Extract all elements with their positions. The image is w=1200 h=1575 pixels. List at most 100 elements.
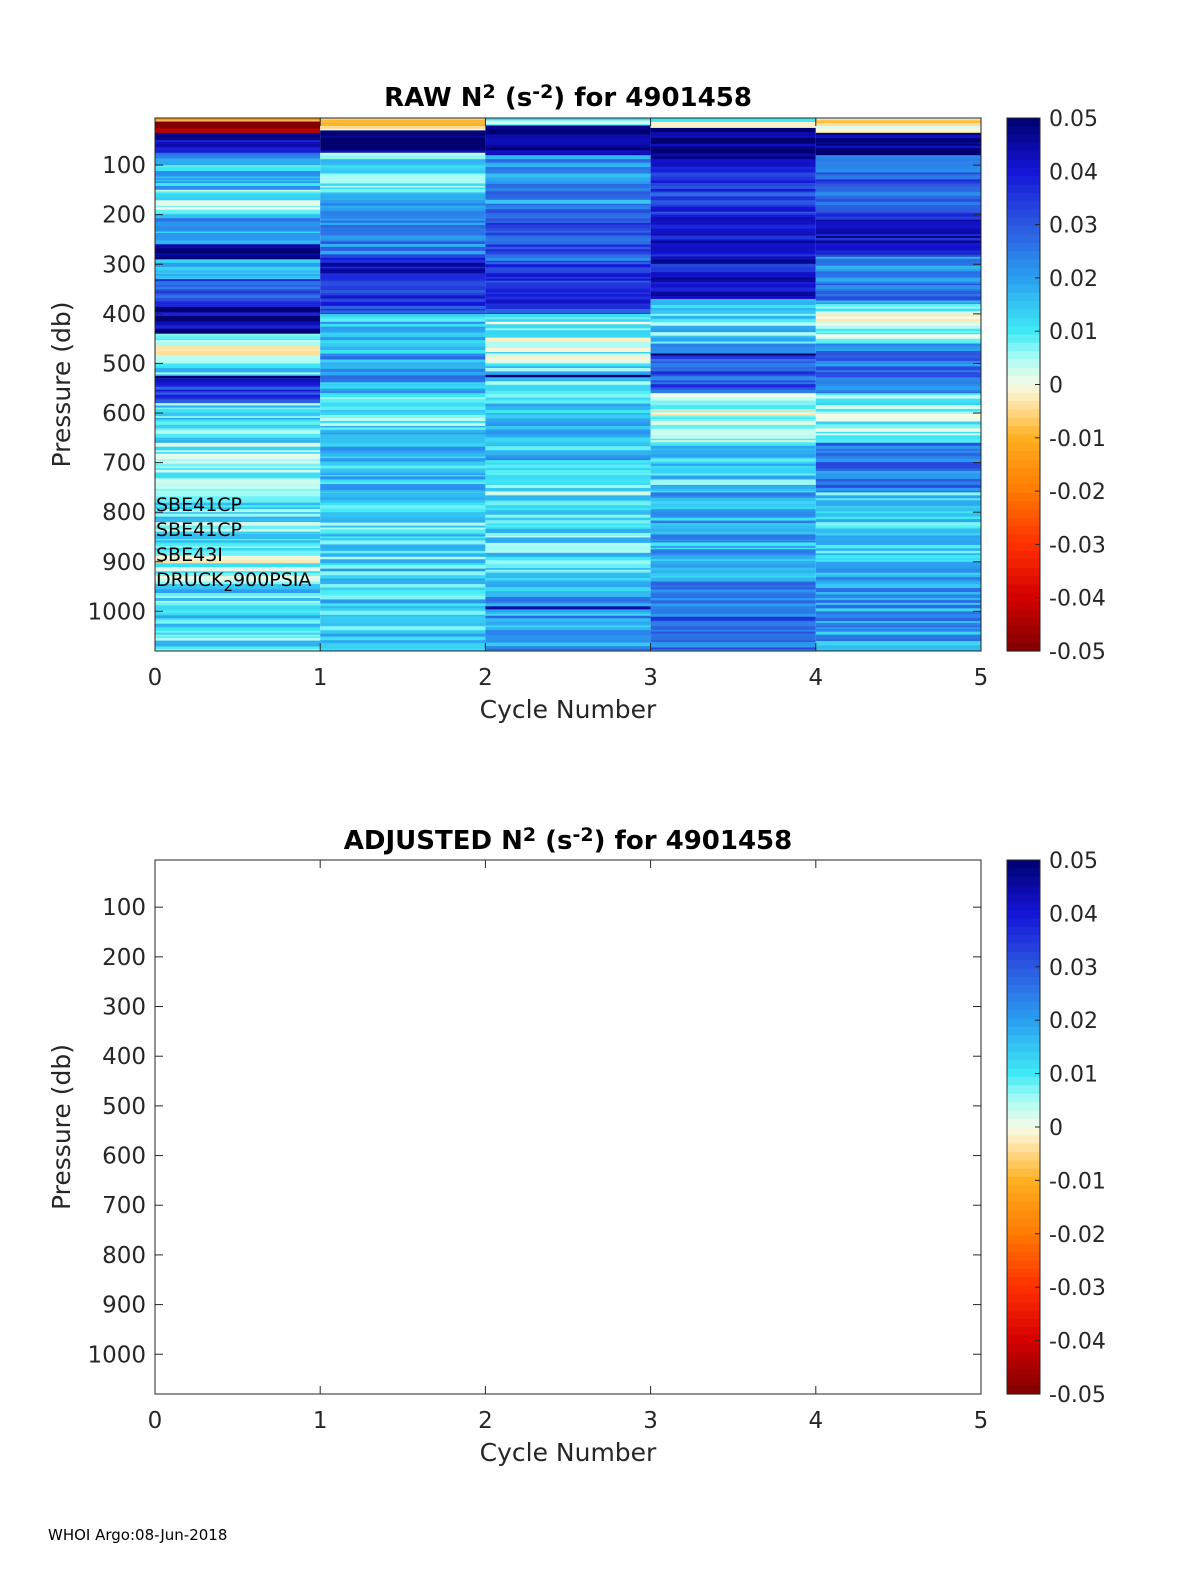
heatmap-cell-c3-b8: [650, 564, 816, 569]
heatmap-cell-c4-b9: [815, 550, 981, 554]
heatmap-cell-c4-b2: [815, 183, 981, 187]
heatmap-cell-c0-b13: [155, 374, 321, 377]
heatmap-cell-c3-b2: [650, 210, 816, 213]
heatmap-cell-c2-b4: [485, 264, 651, 268]
heatmap-cell-c3-b1: [650, 149, 816, 154]
heatmap-cell-c3-b9: [650, 597, 816, 601]
colorbar-segment: [1007, 951, 1040, 961]
heatmap-cell-c4-b6: [815, 343, 981, 346]
heatmap-cell-c4-b1: [815, 142, 981, 145]
heatmap-cell-c2-b3: [485, 218, 651, 222]
colorbar-segment: [1007, 476, 1040, 486]
heatmap-cell-c2-b2: [485, 159, 651, 164]
heatmap-cell-c0-b9: [155, 275, 321, 280]
heatmap-cell-c1-b6: [320, 326, 486, 329]
heatmap-cell-c3-b6: [650, 441, 816, 444]
colorbar-segment: [1007, 234, 1040, 244]
heatmap-cell-c1-b10: [320, 517, 486, 520]
heatmap-cell-c4-b7: [815, 439, 981, 444]
heatmap-cell-c1-b9: [320, 486, 486, 491]
heatmap-cell-c3-b6: [650, 409, 816, 411]
heatmap-cell-c1-b6: [320, 316, 486, 319]
x-axis-label: Cycle Number: [480, 1438, 657, 1467]
heatmap-cell-c0-b17: [155, 509, 321, 513]
heatmap-cell-c0-b11: [155, 321, 321, 326]
colorbar-segment: [1007, 876, 1040, 886]
colorbar-segment: [1007, 1385, 1040, 1395]
heatmap-cell-c3-b9: [650, 592, 816, 597]
y-tick-label: 300: [102, 995, 146, 1021]
heatmap-cell-c2-b6: [485, 394, 651, 399]
colorbar-segment: [1007, 918, 1040, 928]
heatmap-cell-c4-b4: [815, 271, 981, 275]
heatmap-cell-c0-b9: [155, 262, 321, 268]
heatmap-cell-c2-b9: [485, 568, 651, 571]
heatmap-cell-c0-b14: [155, 384, 321, 388]
heatmap-cell-c3-b8: [650, 553, 816, 556]
heatmap-cell-c3-b8: [650, 501, 816, 505]
heatmap-cell-c1-b9: [320, 434, 486, 438]
heatmap-cell-c1-b1: [320, 150, 486, 153]
heatmap-cell-c4-b6: [815, 354, 981, 359]
heatmap-cell-c1-b1: [320, 135, 486, 139]
heatmap-cell-c4-b6: [815, 371, 981, 374]
heatmap-cell-c3-b2: [650, 180, 816, 184]
heatmap-cell-c2-b4: [485, 280, 651, 284]
colorbar-segment: [1007, 1243, 1040, 1253]
heatmap-cell-c4-b7: [815, 398, 981, 403]
heatmap-cell-c1-b6: [320, 346, 486, 351]
heatmap-cell-c1-b10: [320, 497, 486, 501]
heatmap-cell-c4-b10: [815, 638, 981, 642]
heatmap-cell-c1-b11: [320, 630, 486, 635]
heatmap-cell-c0-b5: [155, 165, 321, 168]
heatmap-cell-c3-b3: [650, 282, 816, 285]
heatmap-cell-c4-b3: [815, 250, 981, 255]
heatmap-cell-c4-b5: [815, 332, 981, 335]
heatmap-cell-c4-b6: [815, 360, 981, 365]
heatmap-cell-c1-b10: [320, 529, 486, 534]
colorbar-segment: [1007, 576, 1040, 585]
heatmap-cell-c3-b7: [650, 458, 816, 462]
colorbar-tick-label: 0.01: [1049, 320, 1098, 345]
heatmap-cell-c2-b0: [485, 118, 651, 121]
heatmap-cell-c4-b3: [815, 214, 981, 218]
heatmap-cell-c4-b2: [815, 186, 981, 189]
heatmap-cell-c1-b9: [320, 482, 486, 485]
colorbar-tick-label: -0.02: [1049, 1223, 1106, 1248]
heatmap-cell-c4-b10: [815, 588, 981, 593]
heatmap-cell-c0-b17: [155, 522, 321, 526]
heatmap-cell-c3-b7: [650, 467, 816, 470]
heatmap-cell-c2-b6: [485, 389, 651, 392]
heatmap-cell-c1-b5: [320, 298, 486, 303]
sensor-annotation: DRUCK2900PSIA: [156, 569, 311, 595]
heatmap-cell-c2-b10: [485, 613, 651, 617]
heatmap-cell-c1-b10: [320, 534, 486, 537]
heatmap-cell-c1-b9: [320, 491, 486, 493]
sensor-annotation: SBE41CP: [156, 519, 242, 541]
x-axis-label: Cycle Number: [480, 695, 657, 724]
heatmap-cell-c0-b8: [155, 252, 321, 256]
heatmap-cell-c1-b9: [320, 436, 486, 440]
heatmap-cell-c4-b2: [815, 208, 981, 214]
heatmap-cell-c2-b2: [485, 162, 651, 166]
heatmap-cell-c0-b10: [155, 287, 321, 290]
heatmap-cell-c3-b5: [650, 355, 816, 360]
heatmap-cell-c1-b11: [320, 633, 486, 638]
heatmap-cell-c3-b6: [650, 420, 816, 426]
heatmap-cell-c2-b1: [485, 125, 651, 130]
heatmap-cell-c0-b19: [155, 638, 321, 641]
heatmap-cell-c1-b4: [320, 268, 486, 271]
y-tick-label: 500: [102, 351, 146, 377]
heatmap-cell-c2-b7: [485, 460, 651, 463]
heatmap-cell-c1-b1: [320, 132, 486, 137]
heatmap-cell-c2-b7: [485, 425, 651, 428]
heatmap-line-0: [155, 375, 321, 379]
heatmap-cell-c3-b6: [650, 414, 816, 416]
heatmap-cell-c3-b8: [650, 520, 816, 524]
heatmap-cell-c4-b7: [815, 435, 981, 440]
heatmap-cell-c0-b15: [155, 405, 321, 408]
heatmap-cell-c3-b7: [650, 463, 816, 467]
y-axis-label: Pressure (db): [47, 302, 76, 468]
heatmap-cell-c2-b8: [485, 480, 651, 483]
heatmap-cell-c0-b11: [155, 306, 321, 312]
